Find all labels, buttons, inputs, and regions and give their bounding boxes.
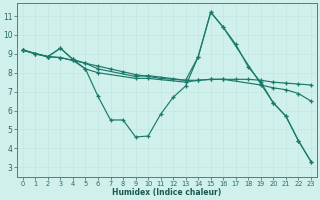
X-axis label: Humidex (Indice chaleur): Humidex (Indice chaleur) [112, 188, 221, 197]
